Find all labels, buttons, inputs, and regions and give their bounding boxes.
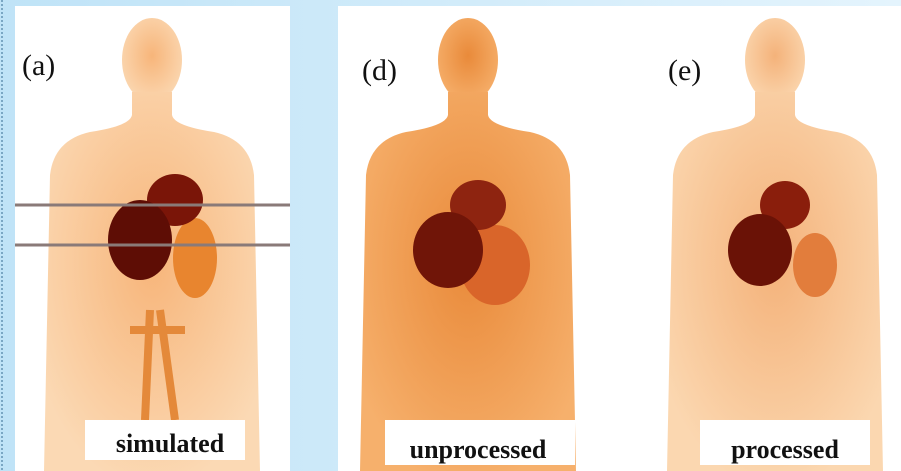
panel-caption: simulated (116, 429, 225, 458)
organ (793, 233, 837, 297)
panel-caption: unprocessed (410, 435, 547, 464)
panel-label: (d) (362, 54, 397, 87)
panel-caption: processed (731, 435, 839, 464)
organ (173, 218, 217, 298)
organ (728, 214, 792, 286)
figure: (a) simulated (d) unprocessed (e) proces… (0, 0, 901, 471)
organ (108, 200, 172, 280)
panel-label: (a) (22, 49, 55, 82)
organ (413, 212, 483, 288)
panel-label: (e) (668, 54, 701, 87)
